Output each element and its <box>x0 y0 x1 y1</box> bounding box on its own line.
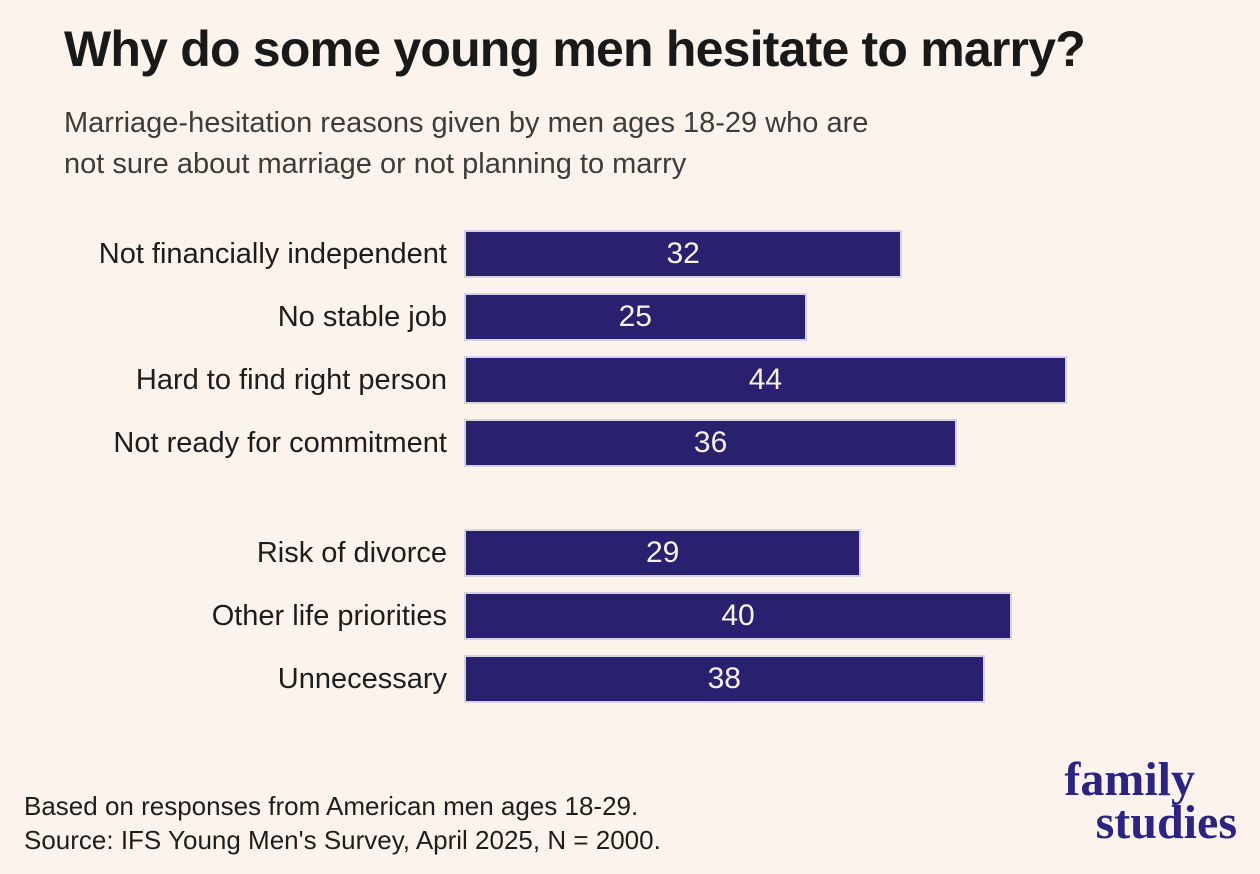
bar-label: Hard to find right person <box>135 363 447 396</box>
bar-label: Unnecessary <box>277 662 447 695</box>
chart-row: No stable job 25 <box>0 293 1260 341</box>
chart-subtitle-line2: not sure about marriage or not planning … <box>64 148 687 180</box>
family-studies-logo: family studies <box>1064 753 1237 849</box>
chart-row: Hard to find right person 44 <box>0 356 1260 404</box>
page-title: Why do some young men hesitate to marry? <box>64 21 1086 77</box>
bar: 36 <box>464 419 958 467</box>
bar-group: Not financially independent 32 No stable j… <box>0 230 1260 467</box>
logo-word-studies: studies <box>1095 796 1237 849</box>
bar: 44 <box>464 356 1067 404</box>
bar-value: 40 <box>721 599 755 632</box>
bar-value: 44 <box>748 363 783 396</box>
bar-value: 38 <box>707 662 741 695</box>
bar: 40 <box>464 592 1012 640</box>
bar: 32 <box>464 230 903 278</box>
source-note-line2: Source: IFS Young Men's Survey, April 20… <box>24 825 661 855</box>
bar-value: 32 <box>666 237 700 270</box>
logo-word-family: family <box>1064 753 1195 806</box>
bar: 29 <box>464 529 862 577</box>
bar-label: Risk of divorce <box>256 536 447 569</box>
source-note: Based on responses from American men age… <box>24 789 661 857</box>
bar-value: 29 <box>645 536 680 569</box>
chart-row: Unnecessary 38 <box>0 655 1260 703</box>
chart-row: Not financially independent 32 <box>0 230 1260 278</box>
source-note-line1: Based on responses from American men age… <box>24 791 639 821</box>
chart-row: Not ready for commitment 36 <box>0 419 1260 467</box>
chart-subtitle-line1: Marriage-hesitation reasons given by men… <box>64 107 869 139</box>
bar-label: No stable job <box>277 300 447 333</box>
bar-group: Risk of divorce 29 Other life priorities 40… <box>0 529 1260 703</box>
bar-value: 25 <box>618 300 652 333</box>
chart-row: Risk of divorce 29 <box>0 529 1260 577</box>
bar-label: Other life priorities <box>211 599 447 632</box>
chart-subtitle: Marriage-hesitation reasons given by men… <box>64 103 868 185</box>
chart: Not financially independent 32 No stable j… <box>0 230 1260 718</box>
bar-value: 36 <box>693 426 728 459</box>
bar: 25 <box>464 293 807 341</box>
bar: 38 <box>464 655 985 703</box>
bar-label: Not ready for commitment <box>113 426 447 459</box>
chart-row: Other life priorities 40 <box>0 592 1260 640</box>
bar-label: Not financially independent <box>98 237 447 270</box>
